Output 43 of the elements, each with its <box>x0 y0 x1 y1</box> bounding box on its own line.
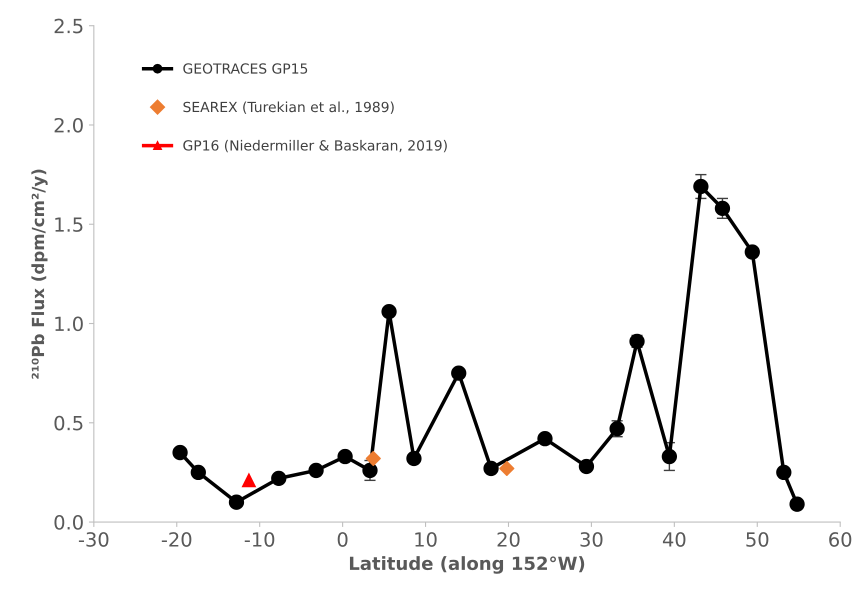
point <box>381 304 397 320</box>
legend-label: GP16 (Niedermiller & Baskaran, 2019) <box>183 140 447 152</box>
legend-label: GEOTRACES GP15 <box>183 63 308 74</box>
point <box>406 450 422 466</box>
y-tick-label: 2.5 <box>54 18 82 34</box>
point <box>366 450 381 466</box>
y-tick-label: 1.5 <box>55 217 82 232</box>
y-tick-label: 0.5 <box>54 416 82 430</box>
point <box>578 458 594 474</box>
x-tick-label: 10 <box>415 532 437 547</box>
y-axis-title: ²¹⁰Pb Flux (dpm/cm²/y) <box>31 170 48 379</box>
point <box>190 464 206 480</box>
point <box>499 460 514 476</box>
x-tick-label: 20 <box>498 532 520 547</box>
x-tick-label: 40 <box>662 532 686 547</box>
point <box>714 200 730 216</box>
x-axis-title: Latitude (along 152°W) <box>350 556 584 574</box>
point <box>271 470 286 486</box>
x-tick-label: -10 <box>244 532 274 547</box>
y-tick-label: 1.0 <box>55 316 83 332</box>
point <box>693 178 709 194</box>
x-tick-label: 0 <box>338 532 348 547</box>
point <box>537 431 553 446</box>
point <box>308 462 324 478</box>
x-tick-label: -20 <box>162 532 192 547</box>
point <box>362 462 378 478</box>
legend-label: SEAREX (Turekian et al., 1989) <box>183 101 394 114</box>
point <box>789 496 805 512</box>
y-tick-label: 2.0 <box>54 118 83 133</box>
x-tick-label: -30 <box>78 532 108 547</box>
point <box>242 473 256 488</box>
point <box>662 448 678 464</box>
x-tick-label: 50 <box>746 532 768 547</box>
point <box>776 464 792 480</box>
point <box>172 444 188 460</box>
point <box>451 366 466 381</box>
point <box>483 460 499 476</box>
point <box>228 494 244 510</box>
x-tick-label: 30 <box>580 532 602 547</box>
y-tick-label: 0.0 <box>54 515 83 530</box>
point <box>337 448 353 464</box>
x-tick-label: 60 <box>829 532 852 547</box>
point <box>744 244 760 260</box>
